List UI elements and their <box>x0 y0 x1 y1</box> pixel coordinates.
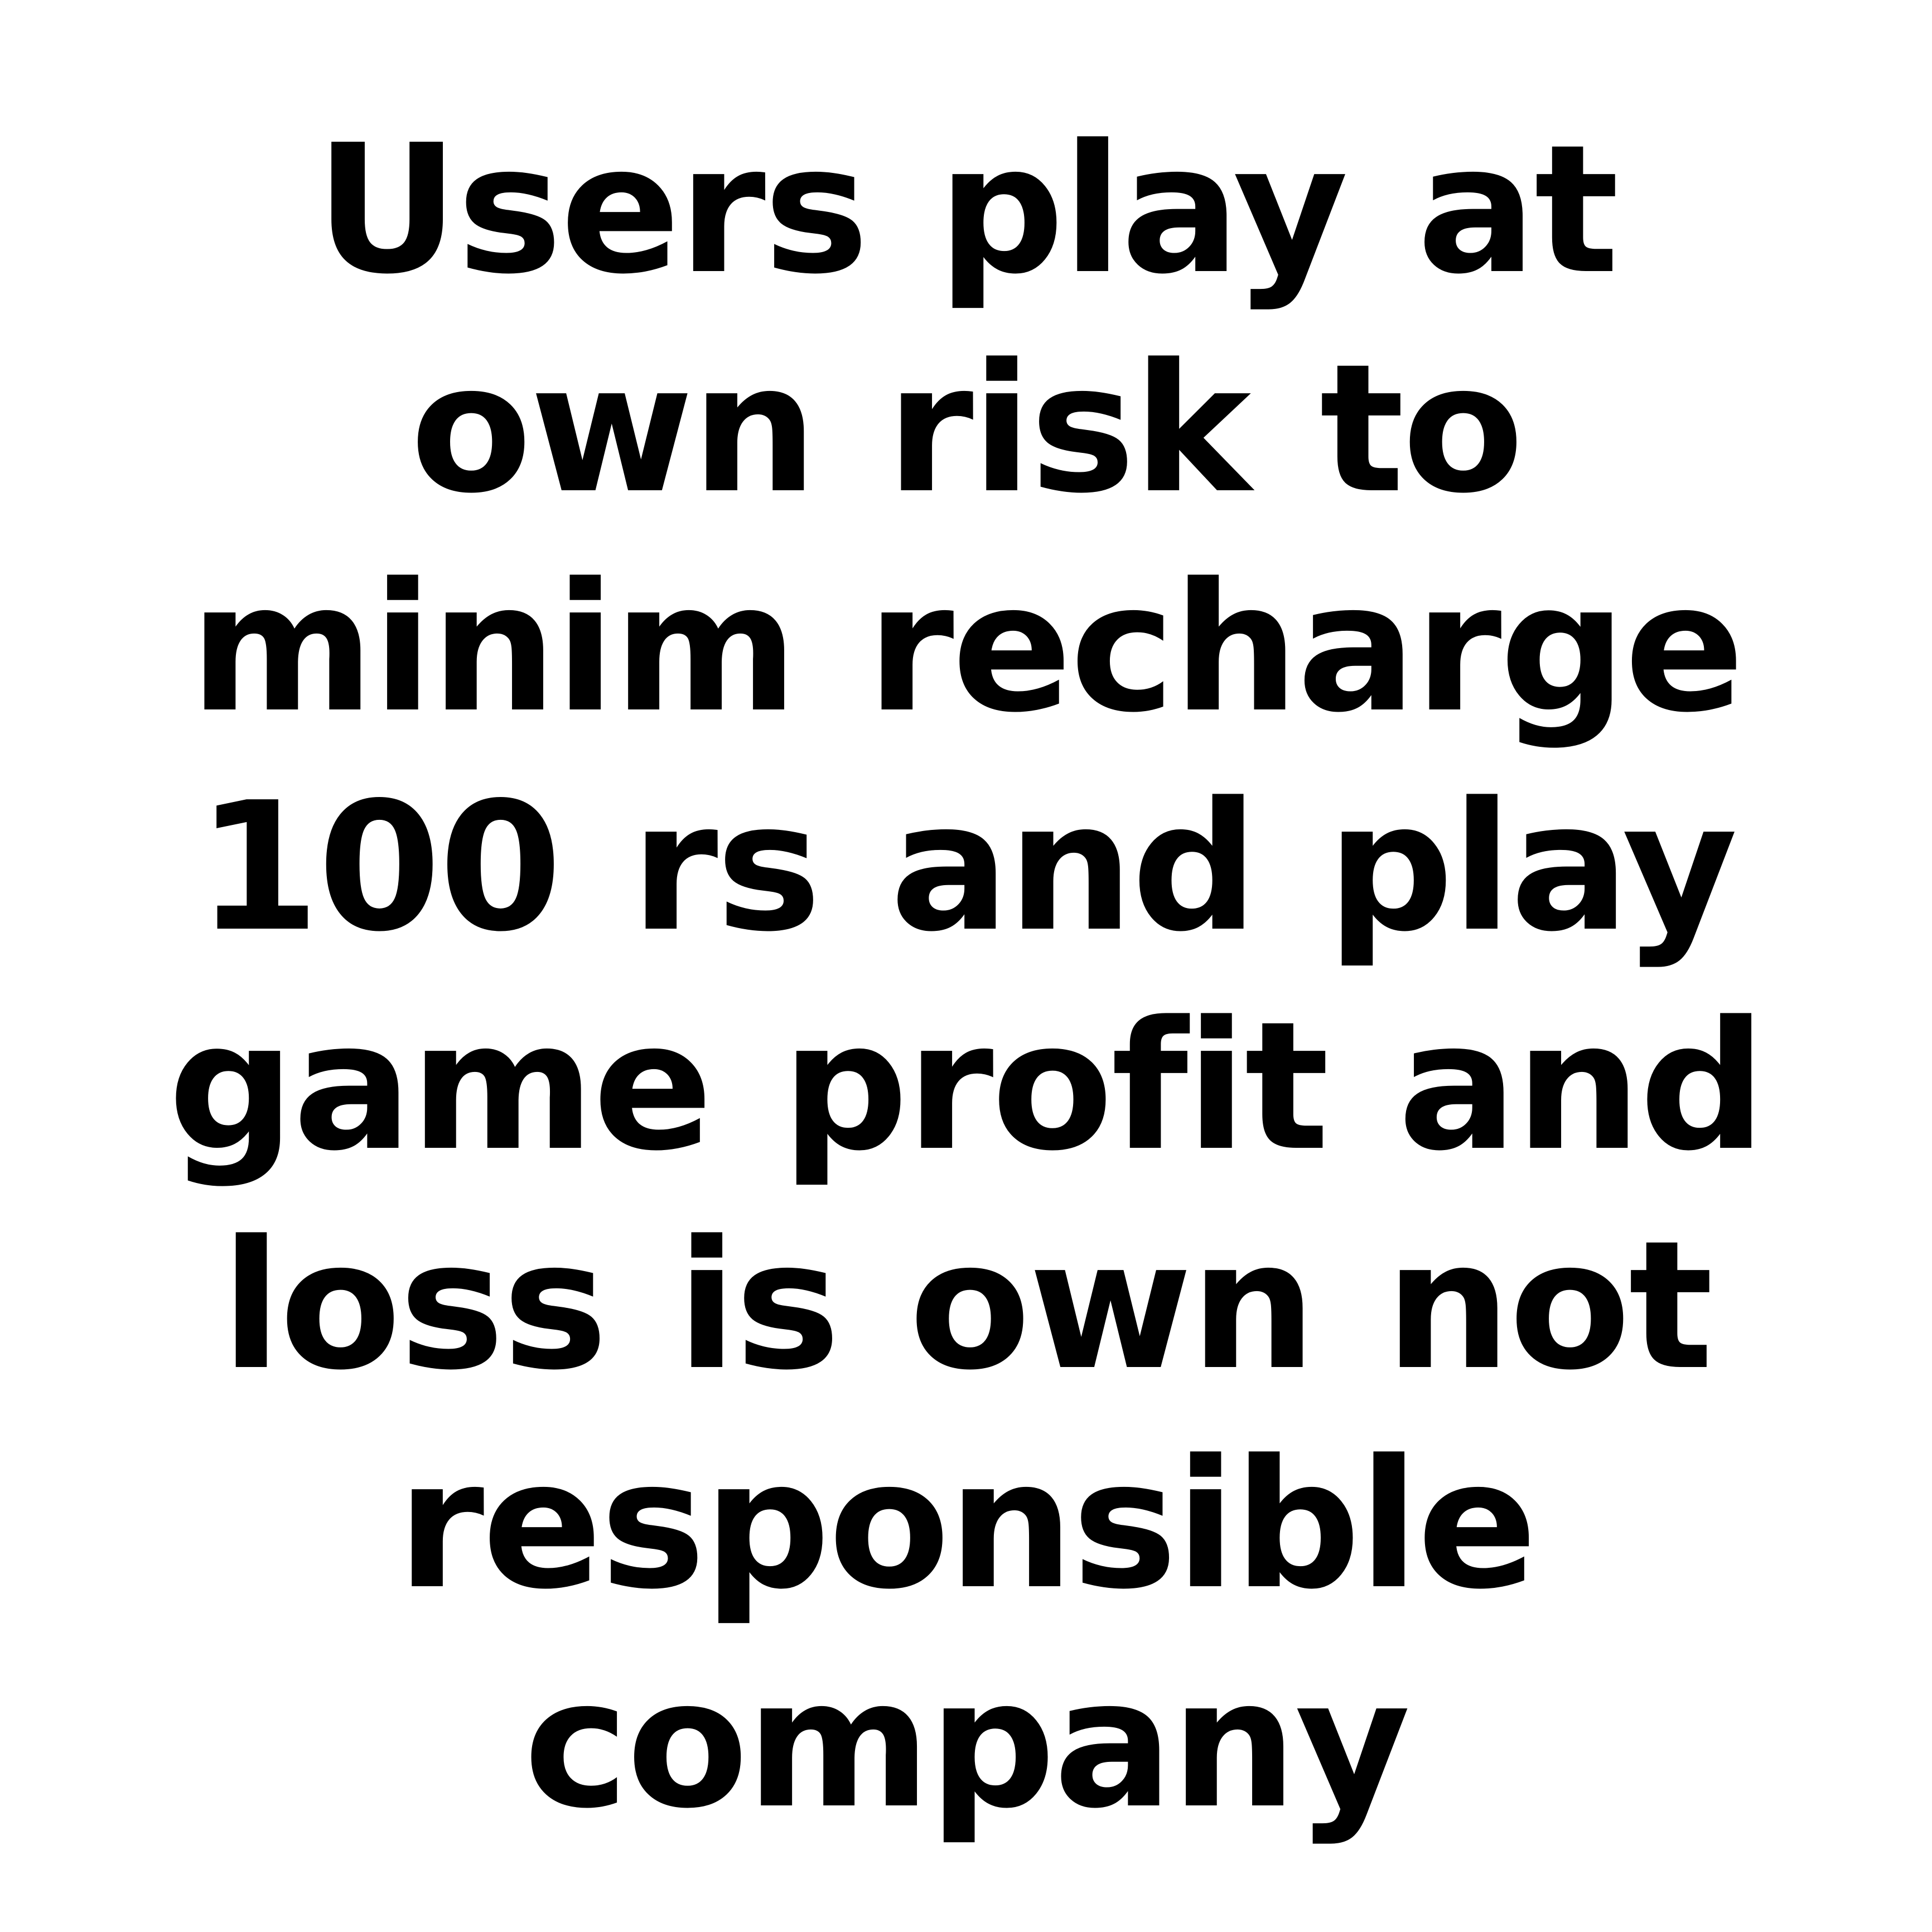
disclaimer-text: Users play at own risk to minim recharge… <box>56 100 1876 1854</box>
disclaimer-line-3: minim recharge <box>190 545 1745 751</box>
disclaimer-line-2: own risk to <box>410 326 1524 532</box>
disclaimer-line-1: Users play at <box>315 107 1619 313</box>
disclaimer-line-5: game profit and <box>168 983 1766 1190</box>
disclaimer-line-8: company <box>523 1641 1411 1847</box>
disclaimer-line-6: loss is own not <box>221 1202 1713 1409</box>
disclaimer-line-4: 100 rs and play <box>196 764 1737 970</box>
disclaimer-line-7: responsible <box>397 1422 1538 1628</box>
